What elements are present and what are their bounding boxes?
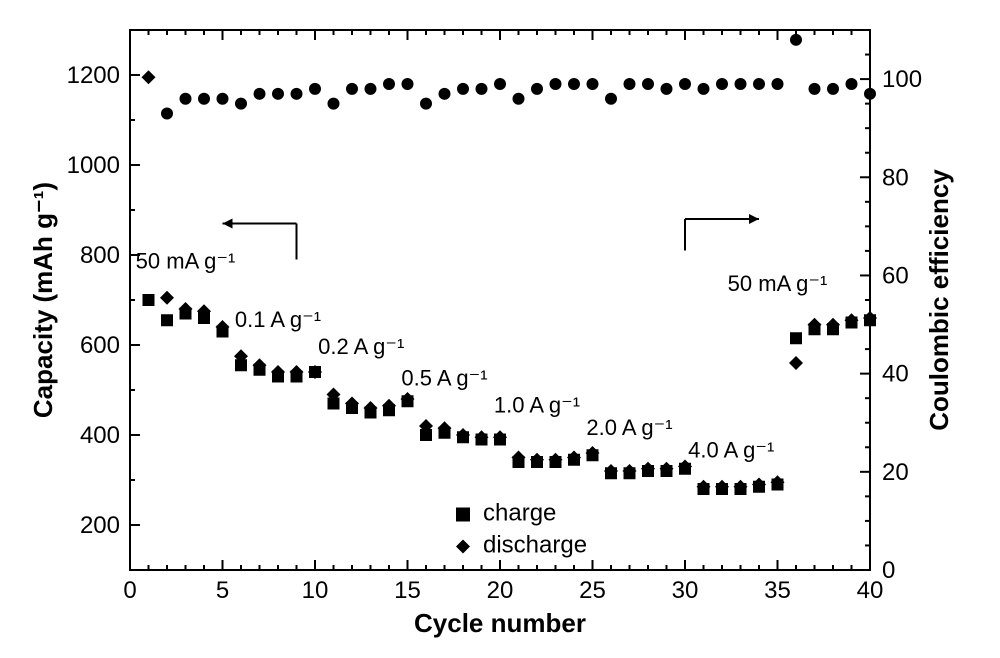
x-tick-label: 20	[487, 577, 514, 604]
y-left-tick-label: 600	[80, 332, 120, 359]
coulombic-point	[513, 93, 525, 105]
rate-annotation: 0.2 A g⁻¹	[318, 334, 404, 359]
coulombic-point	[550, 78, 562, 90]
coulombic-point	[291, 88, 303, 100]
coulombic-point	[420, 98, 432, 110]
coulombic-point	[439, 88, 451, 100]
coulombic-point	[217, 93, 229, 105]
coulombic-point	[383, 78, 395, 90]
y-right-axis-title: Coulombic efficiency	[924, 169, 954, 431]
charge-point	[790, 332, 802, 344]
legend-label-charge: charge	[483, 500, 556, 527]
y-right-tick-label: 60	[882, 262, 909, 289]
rate-annotation: 1.0 A g⁻¹	[494, 393, 580, 418]
legend-label-discharge: discharge	[483, 532, 587, 559]
coulombic-point	[161, 107, 173, 119]
coulombic-point	[476, 83, 488, 95]
coulombic-point	[365, 83, 377, 95]
legend-marker-charge	[456, 508, 470, 522]
y-right-tick-label: 100	[882, 66, 922, 93]
coulombic-point	[568, 78, 580, 90]
y-right-tick-label: 0	[882, 557, 895, 584]
y-left-tick-label: 400	[80, 422, 120, 449]
coulombic-point	[235, 98, 247, 110]
x-tick-label: 25	[579, 577, 606, 604]
coulombic-point	[642, 78, 654, 90]
coulombic-point	[827, 83, 839, 95]
right-axis-arrow-head	[749, 214, 759, 224]
chart-svg: 0 5 10 15 20 25 30 35 40 200 400 600 800 1000 1200 0 20 4…	[0, 0, 1000, 658]
coulombic-point	[661, 83, 673, 95]
x-tick-label: 30	[672, 577, 699, 604]
coulombic-point	[402, 78, 414, 90]
charge-point	[161, 314, 173, 326]
rate-annotation: 0.5 A g⁻¹	[401, 366, 487, 391]
x-tick-label: 0	[123, 577, 136, 604]
coulombic-point	[272, 88, 284, 100]
y-left-axis-title: Capacity (mAh g⁻¹)	[28, 182, 58, 418]
rate-annotation: 0.1 A g⁻¹	[235, 307, 321, 332]
x-tick-label: 35	[764, 577, 791, 604]
chart-container: 0 5 10 15 20 25 30 35 40 200 400 600 800 1000 1200 0 20 4…	[0, 0, 1000, 658]
coulombic-point	[605, 93, 617, 105]
coulombic-point	[698, 83, 710, 95]
coulombic-point	[716, 78, 728, 90]
coulombic-point	[846, 78, 858, 90]
rate-annotation: 50 mA g⁻¹	[136, 249, 236, 274]
discharge-point	[160, 291, 174, 305]
coulombic-point	[809, 83, 821, 95]
x-tick-label: 10	[302, 577, 329, 604]
coulombic-point	[735, 78, 747, 90]
x-tick-label: 15	[394, 577, 421, 604]
rate-annotation: 4.0 A g⁻¹	[688, 438, 774, 463]
coulombic-point	[494, 78, 506, 90]
coulombic-point	[531, 83, 543, 95]
discharge-point	[789, 356, 803, 370]
coulombic-point	[328, 98, 340, 110]
coulombic-point	[198, 93, 210, 105]
y-right-tick-label: 40	[882, 361, 909, 388]
coulombic-point	[457, 83, 469, 95]
coulombic-point	[309, 83, 321, 95]
coulombic-point	[790, 34, 802, 46]
x-tick-label: 40	[857, 577, 884, 604]
coulombic-point	[254, 88, 266, 100]
y-left-tick-label: 200	[80, 512, 120, 539]
rate-annotation: 50 mA g⁻¹	[728, 271, 828, 296]
coulombic-point	[753, 78, 765, 90]
coulombic-point	[346, 83, 358, 95]
coulombic-point	[624, 78, 636, 90]
rate-annotation: 2.0 A g⁻¹	[586, 415, 672, 440]
left-axis-arrow-head	[223, 219, 233, 229]
coulombic-point	[864, 88, 876, 100]
y-right-tick-label: 80	[882, 164, 909, 191]
legend-marker-discharge	[456, 540, 470, 554]
y-right-tick-label: 20	[882, 459, 909, 486]
y-left-tick-label: 1200	[67, 62, 120, 89]
discharge-point	[142, 70, 156, 84]
x-tick-label: 5	[216, 577, 229, 604]
coulombic-point	[180, 93, 192, 105]
y-left-tick-label: 800	[80, 242, 120, 269]
charge-point	[143, 294, 155, 306]
x-axis-title: Cycle number	[414, 608, 586, 638]
coulombic-point	[679, 78, 691, 90]
coulombic-point	[772, 78, 784, 90]
coulombic-point	[587, 78, 599, 90]
y-left-tick-label: 1000	[67, 152, 120, 179]
